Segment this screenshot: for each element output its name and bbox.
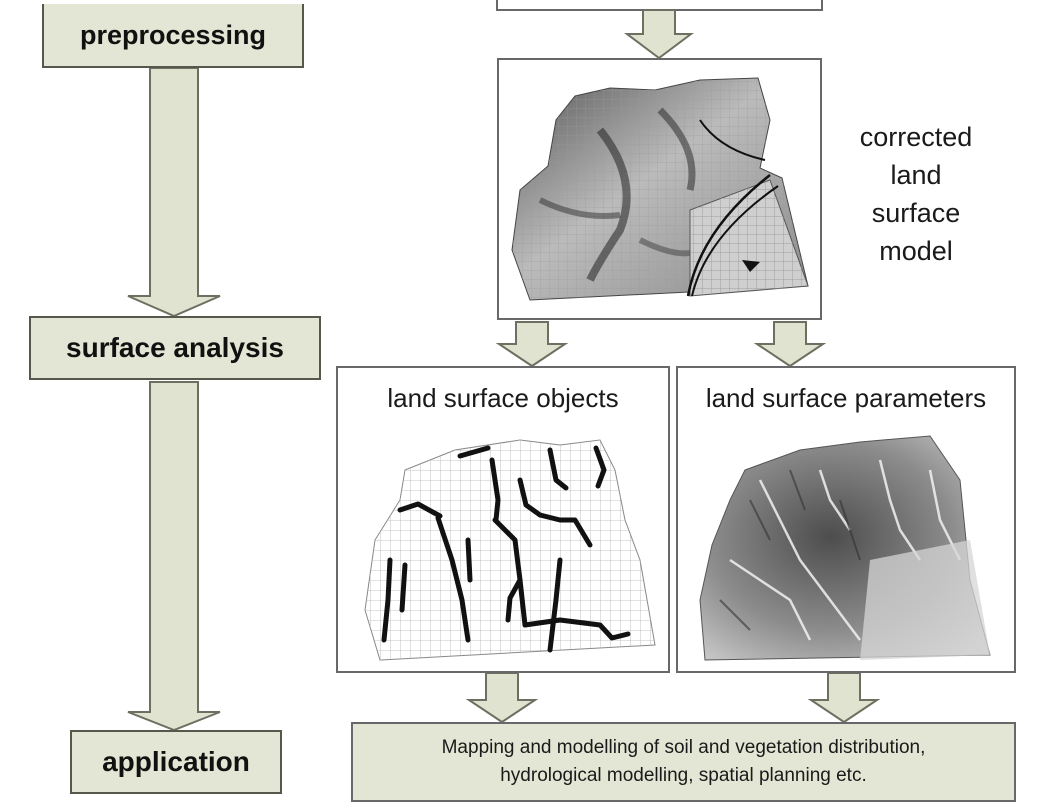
step-surface-analysis: surface analysis xyxy=(29,316,321,380)
arrow-analysis-to-application xyxy=(127,381,221,732)
model-caption-line-3: surface xyxy=(871,198,961,228)
step-surface-analysis-label: surface analysis xyxy=(66,332,284,363)
model-caption-line-1: corrected xyxy=(859,122,973,152)
step-application: application xyxy=(70,730,282,794)
terrain-model-image xyxy=(511,77,809,301)
model-panel xyxy=(497,58,822,320)
parameters-panel xyxy=(676,366,1016,673)
application-description-line-2: hydrological modelling, spatial planning… xyxy=(500,765,867,786)
step-preprocessing-label: preprocessing xyxy=(79,19,267,50)
model-caption-line-4: model xyxy=(879,236,953,266)
objects-panel xyxy=(336,366,670,673)
arrow-parameters-to-application xyxy=(807,672,881,724)
application-description-box: Mapping and modelling of soil and vegeta… xyxy=(351,722,1016,802)
application-description-line-1: Mapping and modelling of soil and vegeta… xyxy=(441,737,926,758)
land-surface-objects-image xyxy=(364,439,656,661)
parameters-panel-title: land surface parameters xyxy=(705,383,987,413)
step-preprocessing: preprocessing xyxy=(42,4,304,68)
arrow-model-to-parameters xyxy=(753,321,827,368)
arrow-preprocessing-to-analysis xyxy=(127,67,221,318)
land-surface-parameters-image xyxy=(699,435,991,661)
objects-panel-title: land surface objects xyxy=(387,383,619,413)
model-caption: corrected land surface model xyxy=(832,118,1000,270)
arrow-objects-to-application xyxy=(465,672,539,724)
upstream-box-edge xyxy=(496,0,823,11)
arrow-into-model xyxy=(624,9,694,60)
arrow-model-to-objects xyxy=(495,321,569,368)
model-caption-line-2: land xyxy=(890,160,942,190)
step-application-label: application xyxy=(102,746,250,777)
